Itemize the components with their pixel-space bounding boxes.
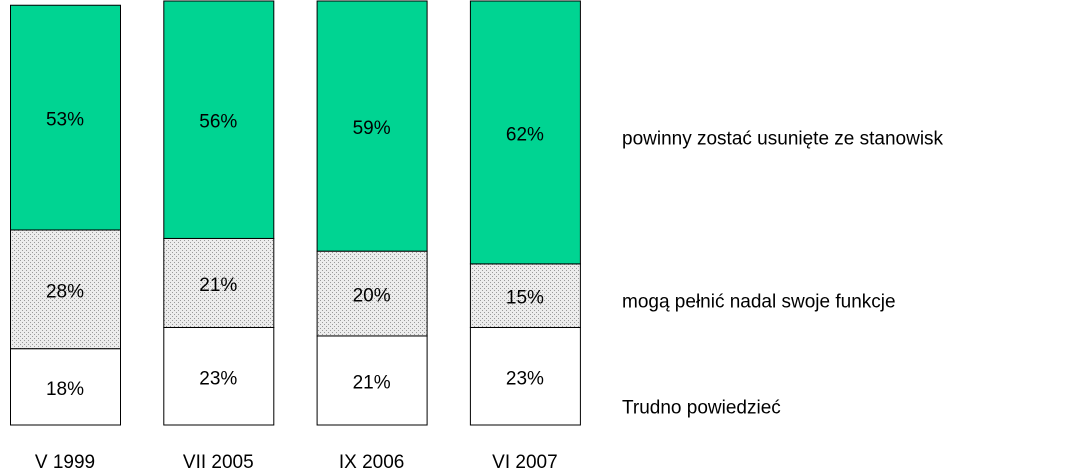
data-label: 23% [506, 368, 544, 389]
x-tick-label: V 1999 [35, 452, 95, 473]
x-tick-label: VII 2005 [183, 452, 254, 473]
data-label: 53% [46, 110, 84, 131]
x-tick-label: VI 2007 [492, 452, 558, 473]
bar-segment [10, 348, 121, 426]
data-label: 56% [199, 112, 237, 133]
data-label: 28% [46, 281, 84, 302]
bar-segment [163, 0, 275, 239]
bar-segment [469, 326, 581, 426]
bar-segment [10, 4, 121, 231]
x-tick-label: IX 2006 [339, 452, 405, 473]
data-label: 21% [199, 275, 237, 296]
legend-label: Trudno powiedzieć [622, 397, 781, 418]
data-label: 15% [506, 288, 544, 309]
data-label: 23% [199, 368, 237, 389]
bar-segment [163, 326, 275, 426]
legend-label: mogą pełnić nadal swoje funkcje [622, 292, 896, 313]
data-label: 62% [506, 124, 544, 145]
bar-segment [163, 237, 275, 328]
data-label: 20% [353, 286, 391, 307]
data-label: 18% [46, 379, 84, 400]
bar-segment [316, 335, 428, 426]
bar-segment [316, 250, 428, 337]
bar-segment [316, 0, 428, 252]
bar-segment [10, 229, 121, 350]
data-label: 21% [353, 372, 391, 393]
data-label: 59% [353, 118, 391, 139]
bar-segment [469, 263, 581, 328]
bar-segment [469, 0, 581, 265]
legend-label: powinny zostać usunięte ze stanowisk [622, 128, 944, 149]
